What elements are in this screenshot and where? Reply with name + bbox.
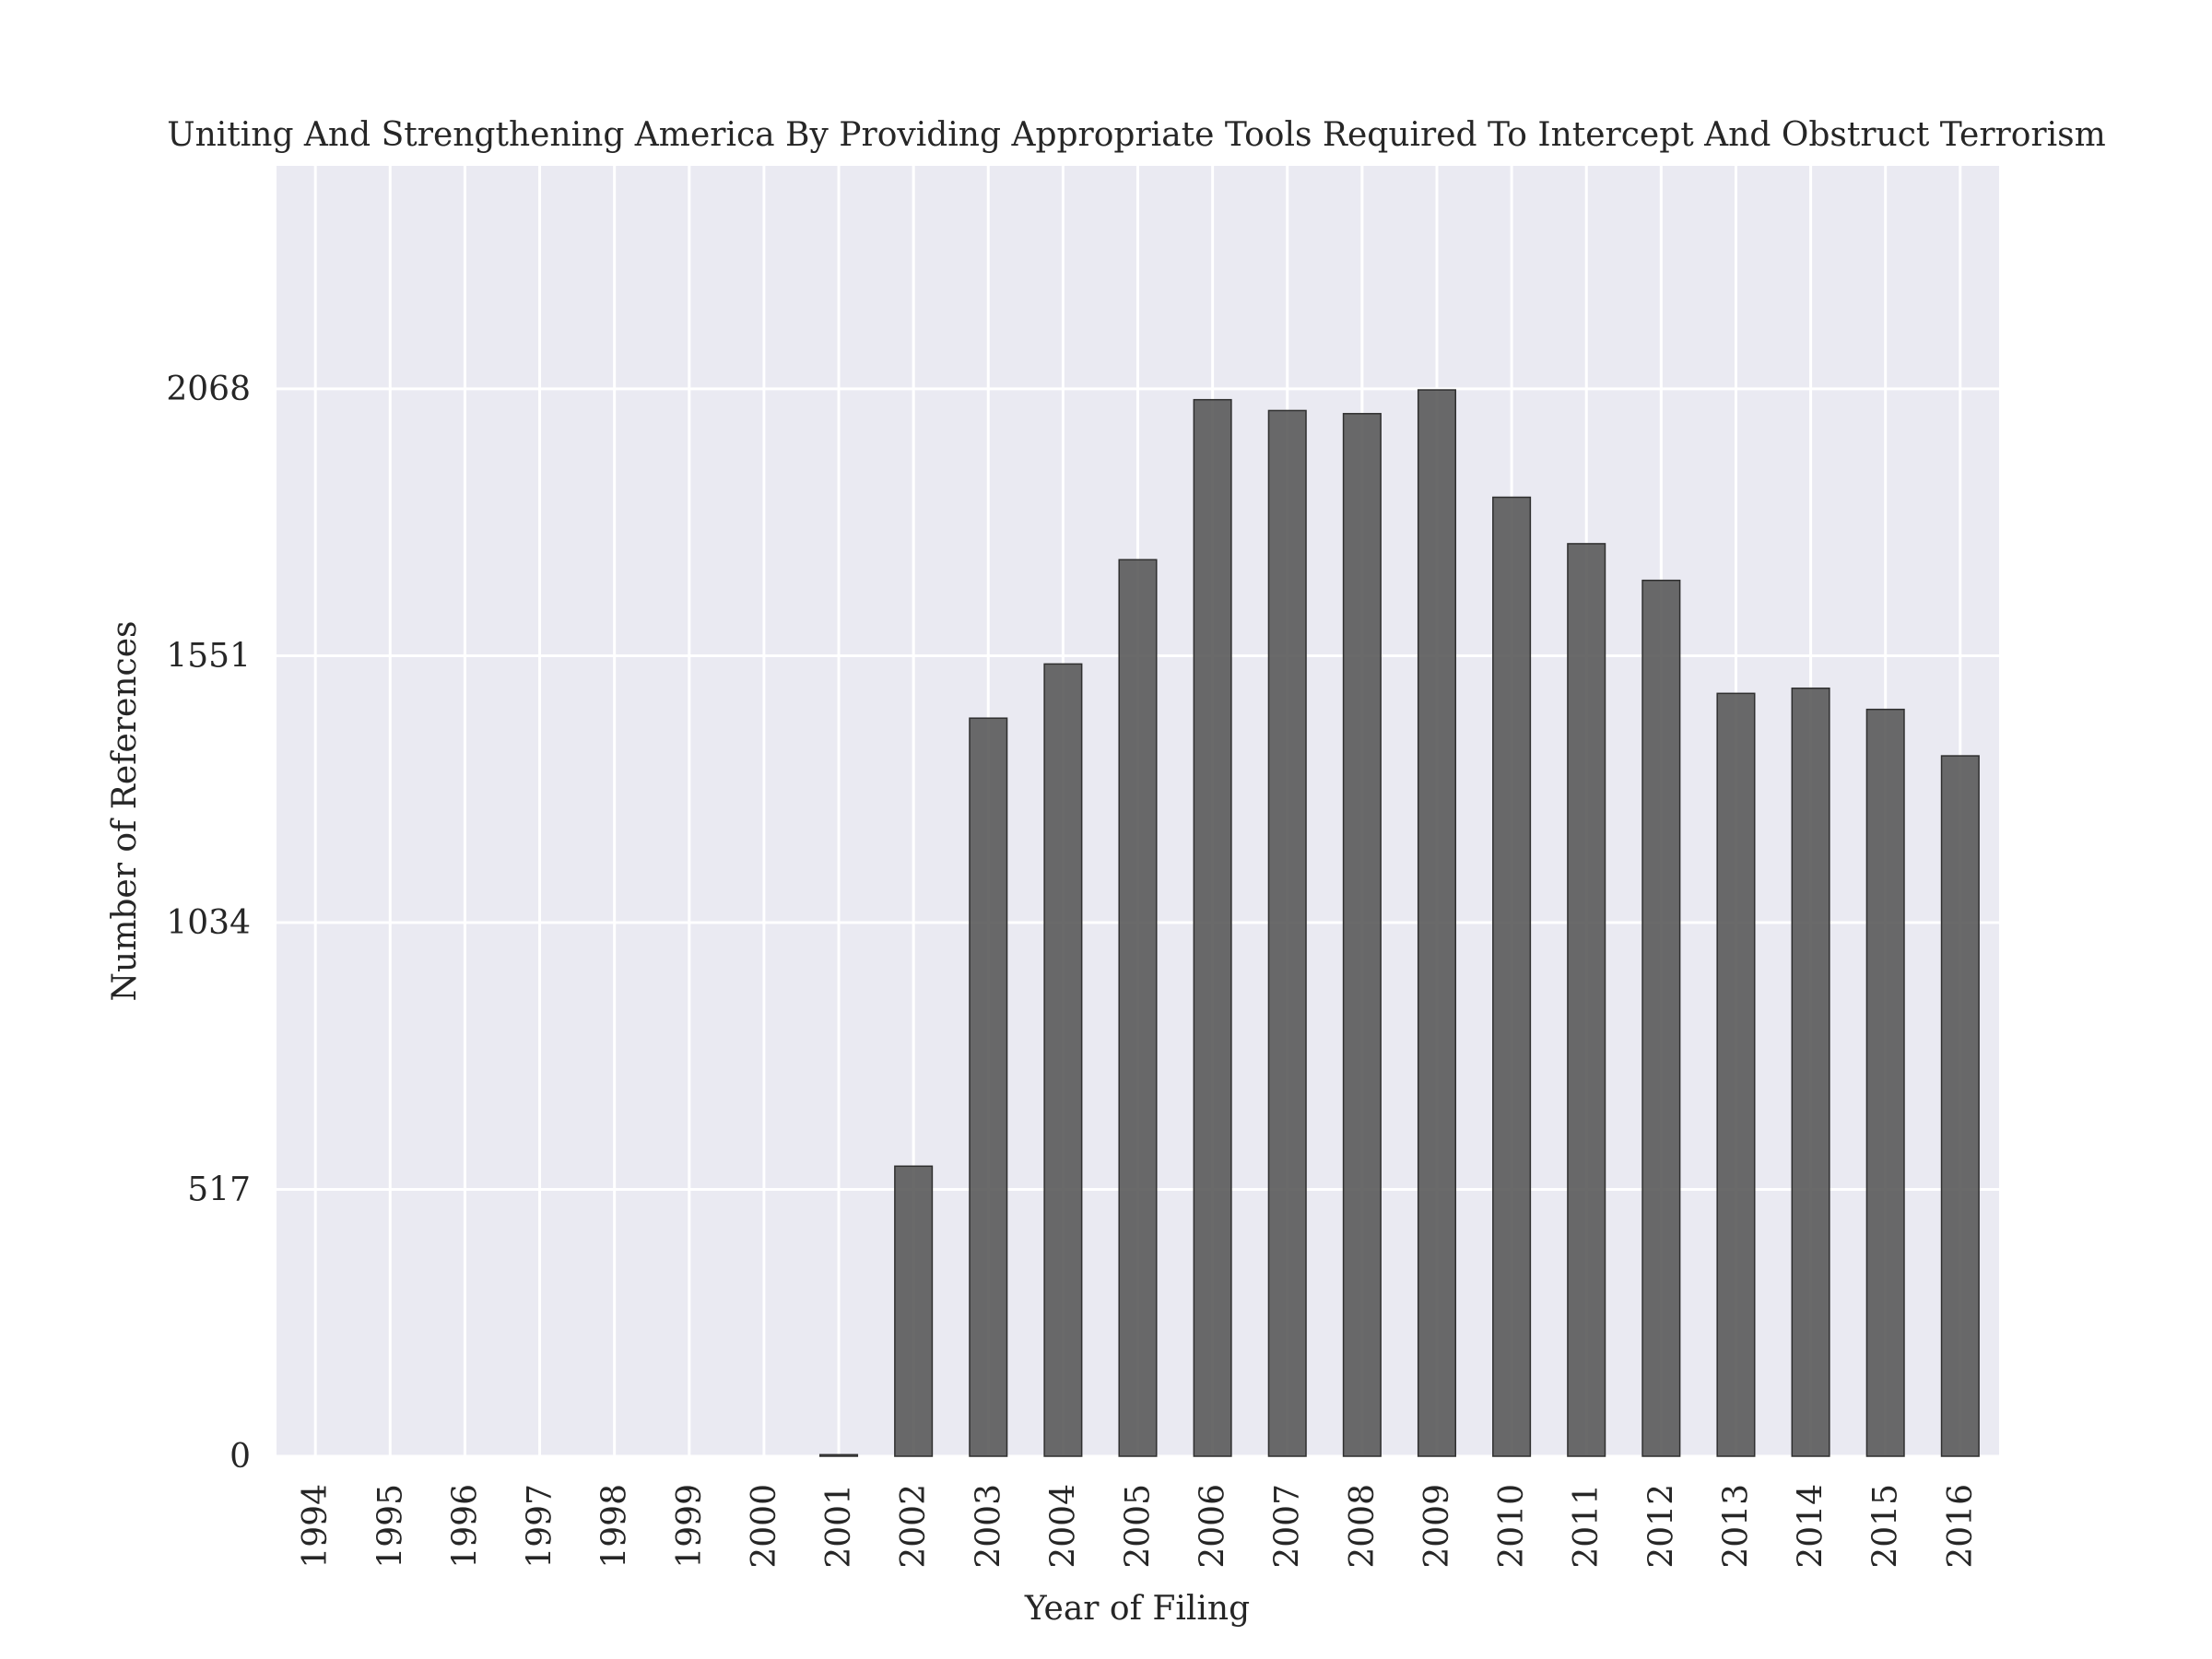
x-tick-label: 1999 — [671, 1484, 709, 1569]
x-tick-label: 2012 — [1642, 1484, 1680, 1569]
x-tick-label: 2003 — [970, 1484, 1007, 1569]
bar-2001 — [818, 1453, 859, 1457]
chart-title: Uniting And Strengthening America By Pro… — [167, 116, 2106, 154]
x-tick-label: 1994 — [297, 1484, 335, 1569]
x-tick-label: 2011 — [1568, 1484, 1606, 1569]
bar-2014 — [1791, 687, 1830, 1457]
x-axis-ticks: 1994 1995 1996 1997 1998 1999 2000 2001 2002 2003… — [297, 1484, 1980, 1569]
x-tick-label: 1995 — [371, 1484, 409, 1569]
y-tick-label: 517 — [187, 1171, 251, 1208]
y-axis-label: Number of References — [106, 621, 144, 1002]
x-tick-label: 2000 — [746, 1484, 783, 1569]
x-tick-label: 2006 — [1194, 1484, 1232, 1569]
x-tick-label: 2001 — [820, 1484, 858, 1569]
bar-2016 — [1940, 755, 1980, 1457]
x-tick-label: 2005 — [1120, 1484, 1158, 1569]
y-tick-label: 2068 — [166, 371, 251, 408]
x-tick-label: 1998 — [596, 1484, 634, 1569]
bar-2004 — [1043, 663, 1083, 1457]
y-tick-label: 1034 — [166, 904, 251, 942]
x-tick-label: 2010 — [1493, 1484, 1531, 1569]
bar-2002 — [894, 1165, 934, 1457]
bar-2007 — [1267, 409, 1307, 1457]
bar-2012 — [1641, 579, 1681, 1457]
x-tick-label: 2015 — [1867, 1484, 1905, 1569]
x-tick-label: 2014 — [1793, 1484, 1830, 1569]
bars — [818, 389, 1980, 1457]
x-tick-label: 2013 — [1717, 1484, 1755, 1569]
bar-2015 — [1865, 708, 1905, 1457]
bar-2010 — [1492, 496, 1532, 1457]
x-tick-label: 2008 — [1344, 1484, 1382, 1569]
x-tick-label: 2016 — [1942, 1484, 1980, 1569]
x-tick-label: 1997 — [522, 1484, 559, 1569]
bar-2013 — [1716, 692, 1756, 1457]
bar-2009 — [1417, 389, 1457, 1457]
x-tick-label: 2002 — [895, 1484, 933, 1569]
x-tick-label: 2009 — [1418, 1484, 1456, 1569]
bar-2006 — [1193, 398, 1232, 1457]
bar-2011 — [1567, 543, 1606, 1457]
y-axis-ticks: 0 517 1034 1551 2068 — [166, 371, 251, 1476]
y-tick-label: 1551 — [166, 637, 251, 675]
x-axis-label: Year of Filing — [1024, 1590, 1250, 1628]
bar-2003 — [969, 717, 1008, 1457]
x-tick-label: 1996 — [446, 1484, 484, 1569]
y-tick-label: 0 — [229, 1438, 251, 1476]
x-tick-label: 2007 — [1269, 1484, 1307, 1569]
bar-2008 — [1342, 413, 1382, 1457]
bar-2005 — [1118, 559, 1158, 1457]
x-tick-label: 2004 — [1044, 1484, 1082, 1569]
